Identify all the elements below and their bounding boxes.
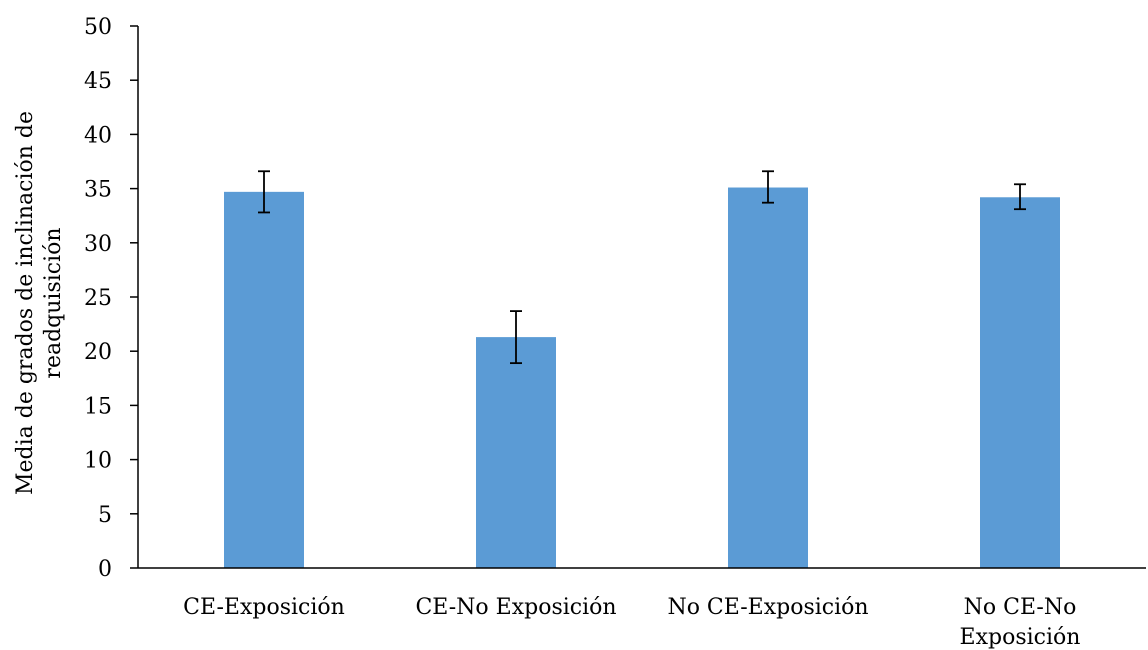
x-category-label-line: No CE-Exposición: [667, 595, 868, 620]
error-bar: [510, 310, 522, 365]
y-tick-label: 35: [84, 178, 112, 203]
y-tick-label: 15: [84, 394, 112, 419]
bar: [224, 191, 304, 569]
y-tick-label: 20: [84, 340, 112, 365]
x-category-label: No CE-Exposición: [667, 595, 868, 620]
y-tick-label: 0: [98, 557, 112, 582]
y-axis-title-line: readquisición: [41, 227, 66, 378]
bars-group: [224, 187, 1060, 569]
y-tick-label: 50: [84, 15, 112, 40]
x-category-label: No CE-No Exposición: [960, 595, 1081, 650]
bar: [980, 197, 1060, 568]
x-labels-group: CE-Exposición CE-No Exposición No CE-Expos…: [183, 595, 1080, 650]
x-category-label-line: Exposición: [960, 625, 1081, 650]
y-tick-label: 45: [84, 69, 112, 94]
y-axis-title: Media de grados de inclinación de readqui…: [13, 111, 66, 495]
bar: [728, 187, 808, 569]
x-category-label-line: CE-Exposición: [183, 595, 345, 620]
error-bar: [1014, 183, 1026, 211]
y-tick-label: 5: [98, 503, 112, 528]
error-bar: [762, 170, 774, 204]
error-bar: [258, 170, 270, 214]
x-category-label: CE-No Exposición: [415, 595, 616, 620]
y-ticks-group: 0 5 10 15 20 25 30 35 40 45 50: [84, 15, 138, 582]
error-bars-group: [258, 170, 1026, 365]
x-category-label-line: No CE-No: [964, 595, 1077, 620]
y-tick-label: 40: [84, 123, 112, 148]
y-tick-label: 10: [84, 449, 112, 474]
y-tick-label: 30: [84, 232, 112, 257]
x-category-label: CE-Exposición: [183, 595, 345, 620]
y-axis-title-line: Media de grados de inclinación de: [13, 111, 38, 495]
y-tick-label: 25: [84, 286, 112, 311]
bar: [476, 337, 556, 568]
x-category-label-line: CE-No Exposición: [415, 595, 616, 620]
